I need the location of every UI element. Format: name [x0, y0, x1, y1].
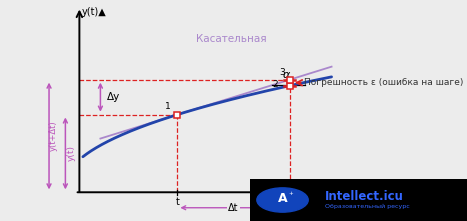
Text: Касательная: Касательная	[196, 34, 267, 44]
Text: Δy: Δy	[107, 92, 120, 102]
Text: Intellect.icu: Intellect.icu	[325, 190, 403, 203]
Text: y(t): y(t)	[66, 145, 76, 161]
Text: t+Δt: t+Δt	[278, 197, 301, 207]
Text: +: +	[289, 191, 293, 196]
Text: 1: 1	[165, 102, 170, 111]
Text: 2: 2	[272, 80, 278, 89]
Text: Δt: Δt	[228, 203, 239, 213]
Circle shape	[257, 188, 308, 212]
Text: y(t+Δt): y(t+Δt)	[49, 121, 58, 151]
Text: t: t	[176, 197, 179, 207]
FancyBboxPatch shape	[250, 179, 467, 221]
Text: Образовательный ресурс: Образовательный ресурс	[325, 204, 409, 209]
Text: α: α	[283, 70, 290, 80]
Text: y(t)▲: y(t)▲	[82, 7, 106, 17]
Text: A: A	[278, 192, 287, 205]
Text: Погрешность ε (ошибка на шаге): Погрешность ε (ошибка на шаге)	[304, 78, 464, 87]
Text: 3: 3	[279, 68, 285, 77]
